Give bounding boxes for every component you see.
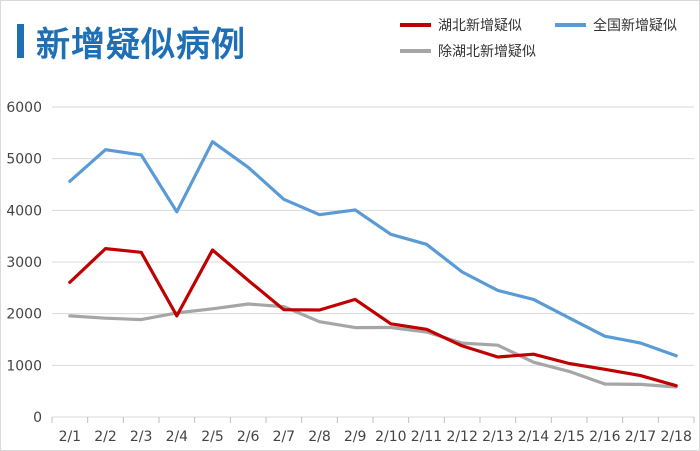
chart-title: 新增疑似病例 (36, 25, 246, 65)
series-line-0 (68, 247, 678, 388)
x-tick-label: 2/16 (589, 429, 621, 445)
x-tick-label: 2/7 (273, 429, 296, 445)
x-tick-label: 2/6 (237, 429, 260, 445)
x-tick-label: 2/8 (308, 429, 331, 445)
title-accent-bar (17, 24, 24, 58)
x-tick-label: 2/10 (375, 429, 406, 445)
legend-label-hubei: 湖北新增疑似 (438, 18, 522, 34)
x-tick-label: 2/17 (625, 429, 656, 445)
x-tick-label: 2/3 (130, 429, 153, 445)
legend-item-national: 全国新增疑似 (555, 16, 677, 34)
x-tick-label: 2/1 (59, 429, 82, 445)
x-tick-label: 2/15 (553, 429, 584, 445)
y-tick-label: 0 (33, 410, 42, 426)
legend-swatch-non-hubei (400, 49, 431, 53)
x-tick-label: 2/12 (446, 429, 477, 445)
x-tick-label: 2/4 (166, 429, 189, 445)
y-tick-label: 5000 (6, 152, 42, 168)
y-tick-label: 4000 (6, 203, 42, 219)
series-line-2 (68, 302, 678, 389)
series-line-1 (68, 140, 678, 358)
y-tick-label: 3000 (6, 255, 42, 271)
x-tick-label: 2/9 (344, 429, 367, 445)
x-tick-label: 2/13 (482, 429, 513, 445)
x-tick-label: 2/2 (94, 429, 117, 445)
x-tick-label: 2/14 (518, 429, 550, 445)
legend-label-non-hubei: 除湖北新增疑似 (438, 44, 536, 60)
legend-swatch-national (555, 23, 586, 27)
legend-item-non-hubei: 除湖北新增疑似 (400, 42, 536, 60)
legend-swatch-hubei (400, 23, 431, 27)
legend-label-national: 全国新增疑似 (593, 18, 677, 34)
y-tick-label: 6000 (6, 100, 42, 116)
y-tick-label: 1000 (6, 358, 42, 374)
x-tick-label: 2/5 (201, 429, 224, 445)
legend-item-hubei: 湖北新增疑似 (400, 16, 522, 34)
x-tick-label: 2/18 (660, 429, 691, 445)
y-tick-label: 2000 (6, 307, 42, 323)
x-tick-label: 2/11 (411, 429, 442, 445)
